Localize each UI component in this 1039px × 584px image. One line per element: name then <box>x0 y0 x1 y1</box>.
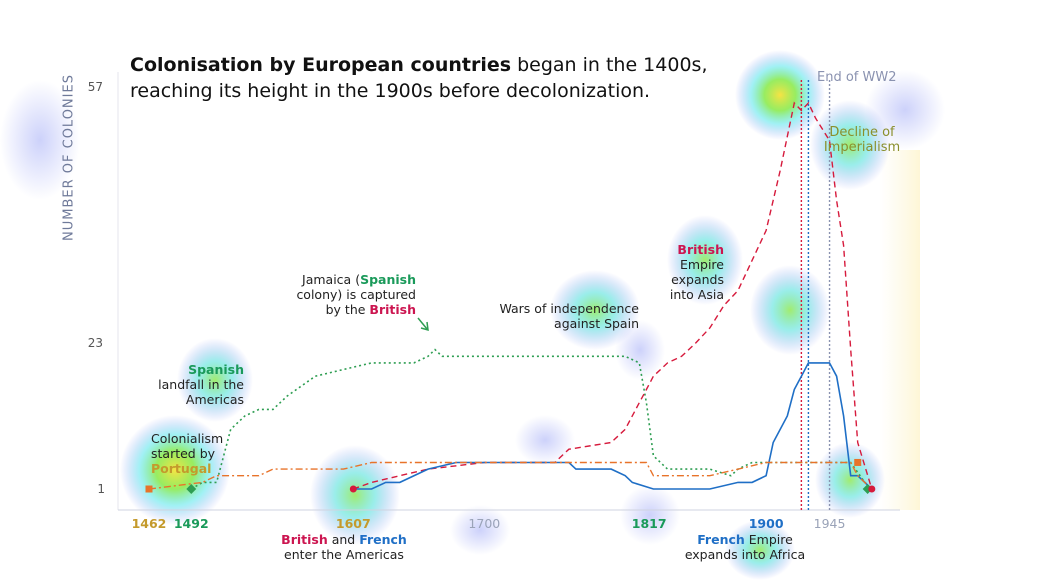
chart-title: Colonisation by European countries began… <box>130 52 770 104</box>
x-tick-label: 1900 <box>748 516 784 531</box>
annotation-line: Colonialism <box>151 431 224 446</box>
title-line2: reaching its height in the 1900s before … <box>130 80 651 102</box>
annotation-text: enter the Americas <box>284 547 404 562</box>
title-rest: began in the 1400s, <box>511 54 708 76</box>
x-tick-label: 1817 <box>631 516 667 531</box>
annotation-portugal: Colonialism started by Portugal <box>151 431 223 476</box>
y-tick-label: 1 <box>97 482 105 496</box>
annotation-line: Imperialism <box>823 140 901 155</box>
annotation-line: Decline of <box>829 125 895 140</box>
series-line <box>148 461 873 490</box>
annotation-line: against Spain <box>554 316 639 331</box>
annotation-text: colony) is captured <box>296 287 416 302</box>
annotation-text: Spanish <box>360 272 416 287</box>
annotation-text: British <box>281 532 328 547</box>
annotation-line: British <box>677 242 724 257</box>
x-tick-label: 1462 <box>131 516 167 531</box>
x-tick-label: 1945 <box>813 516 846 531</box>
annotation-ww2: End of WW2 <box>817 70 897 85</box>
annotation-enter-americas: British and French enter the Americas <box>280 532 408 562</box>
x-tick-label: 1492 <box>173 516 209 531</box>
annotation-independence: Wars of independence against Spain <box>499 301 639 331</box>
title-bold: Colonisation by European countries <box>130 54 512 76</box>
annotation-british-asia: British Empire expands into Asia <box>660 242 724 302</box>
x-tick-label: 1607 <box>335 516 371 531</box>
y-tick-label: 23 <box>87 336 103 350</box>
series-start-marker <box>349 485 357 493</box>
x-tick-label: 1700 <box>468 516 501 531</box>
annotation-line: landfall in the <box>158 377 244 392</box>
annotation-text: British <box>369 302 416 317</box>
annotation-africa: French Empire expands into Africa <box>680 532 810 562</box>
annotation-jamaica: Jamaica (Spanish colony) is captured by … <box>290 272 416 317</box>
annotation-line: expands <box>671 272 724 287</box>
annotation-text: Empire <box>744 532 793 547</box>
annotation-line: Americas <box>185 392 244 407</box>
series-start-marker <box>186 484 197 494</box>
annotation-line: started by <box>151 446 216 461</box>
marker-layer <box>145 458 876 494</box>
annotation-text: by the <box>325 302 370 317</box>
series-end-marker <box>854 458 862 466</box>
attention-heatmap-layer <box>0 50 945 580</box>
annotation-line: Portugal <box>151 461 212 476</box>
annotation-line: Spanish <box>188 362 244 377</box>
series-start-marker <box>145 485 153 493</box>
annotation-text: French <box>697 532 745 547</box>
annotation-decline: Decline of Imperialism <box>823 125 901 155</box>
series-line <box>353 362 873 490</box>
annotation-line: into Asia <box>669 287 724 302</box>
series-end-marker <box>868 485 876 493</box>
series-layer <box>148 101 873 490</box>
annotation-text: expands into Africa <box>684 547 806 562</box>
jamaica-arrow <box>417 317 429 332</box>
annotation-line: Empire <box>679 257 724 272</box>
annotation-spanish-landfall: Spanish landfall in the Americas <box>156 362 244 407</box>
annotation-text: French <box>359 532 407 547</box>
y-tick-label: 57 <box>87 80 103 94</box>
annotation-text: and <box>327 532 360 547</box>
annotation-text: Jamaica ( <box>302 272 361 287</box>
annotation-line: Wars of independence <box>499 301 639 316</box>
